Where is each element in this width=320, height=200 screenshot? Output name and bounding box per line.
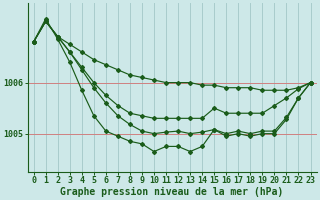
X-axis label: Graphe pression niveau de la mer (hPa): Graphe pression niveau de la mer (hPa) [60,186,284,197]
